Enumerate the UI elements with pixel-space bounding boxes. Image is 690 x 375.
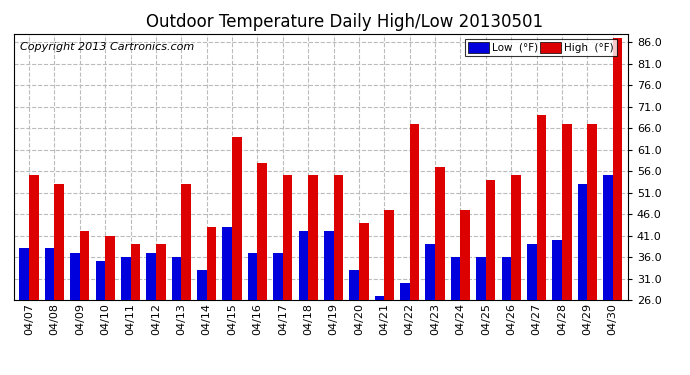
Bar (400, 283, 410, 300)
Bar (603, 176, 613, 300)
Bar (80, 231, 90, 300)
Bar (486, 180, 495, 300)
Bar (451, 257, 460, 300)
Bar (552, 240, 562, 300)
Text: Outdoor Temperature Daily High/Low 20130501: Outdoor Temperature Daily High/Low 20130… (146, 13, 544, 31)
Bar (70, 253, 80, 300)
Bar (349, 270, 359, 300)
Bar (156, 244, 166, 300)
Bar (511, 176, 521, 300)
Bar (222, 227, 232, 300)
Bar (375, 296, 384, 300)
Bar (248, 253, 257, 300)
Bar (172, 257, 181, 300)
Bar (410, 124, 420, 300)
Bar (146, 253, 156, 300)
Bar (45, 249, 55, 300)
Bar (426, 244, 435, 300)
Bar (578, 184, 587, 300)
Bar (476, 257, 486, 300)
Bar (197, 270, 207, 300)
Bar (105, 236, 115, 300)
Bar (121, 257, 130, 300)
Bar (283, 176, 293, 300)
Bar (19, 249, 29, 300)
Bar (359, 223, 368, 300)
Bar (181, 184, 191, 300)
Bar (299, 231, 308, 300)
Bar (273, 253, 283, 300)
Bar (55, 184, 64, 300)
Text: Copyright 2013 Cartronics.com: Copyright 2013 Cartronics.com (20, 42, 194, 52)
Bar (232, 137, 241, 300)
Bar (95, 261, 105, 300)
Bar (502, 257, 511, 300)
Bar (207, 227, 216, 300)
Bar (257, 163, 267, 300)
Bar (130, 244, 140, 300)
Bar (613, 38, 622, 300)
Bar (435, 167, 444, 300)
Bar (324, 231, 333, 300)
Bar (29, 176, 39, 300)
Bar (537, 116, 546, 300)
Bar (527, 244, 537, 300)
Bar (308, 176, 318, 300)
Bar (333, 176, 343, 300)
Bar (384, 210, 394, 300)
Bar (562, 124, 571, 300)
Legend: Low  (°F), High  (°F): Low (°F), High (°F) (464, 39, 617, 56)
Bar (587, 124, 597, 300)
Bar (460, 210, 470, 300)
